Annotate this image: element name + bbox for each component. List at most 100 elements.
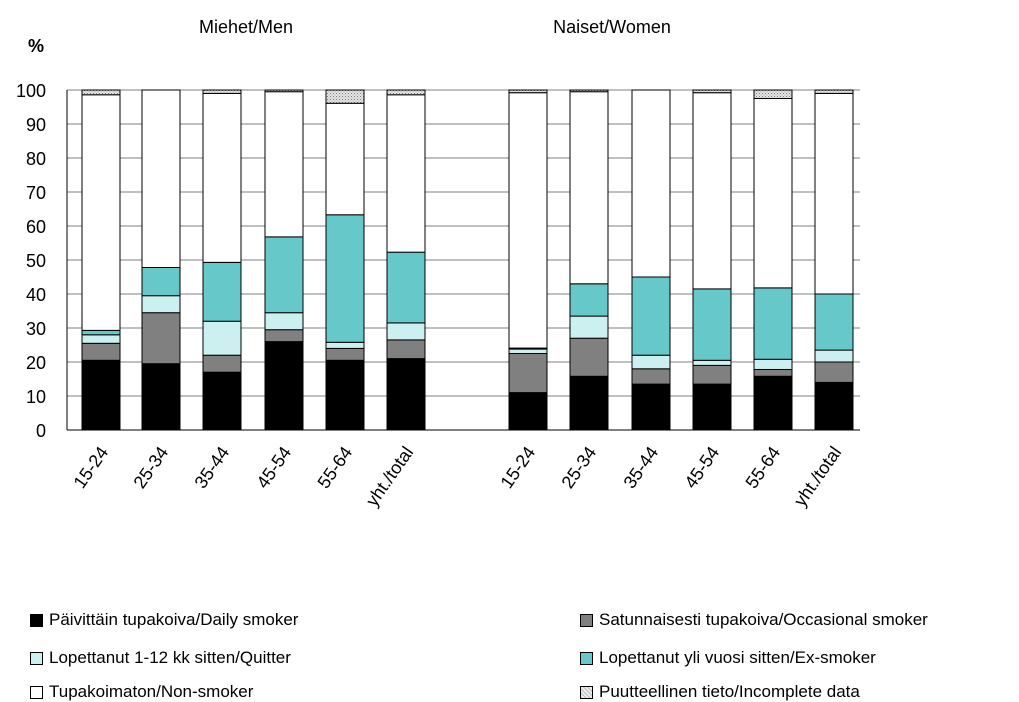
bar-segment — [264, 341, 304, 431]
bar-segment — [141, 266, 181, 297]
bar-segment — [386, 251, 426, 324]
x-tick-label: 45-54 — [680, 443, 723, 492]
bar-segment — [386, 339, 426, 360]
y-tick-label: 10 — [26, 387, 46, 407]
bar-segment — [814, 381, 854, 431]
legend-swatch — [30, 651, 43, 665]
x-tick-label: 55-64 — [313, 443, 356, 492]
bar-segment — [753, 368, 793, 377]
bar-segment — [325, 102, 365, 216]
bar-segment — [814, 293, 854, 351]
bar-segment — [325, 359, 365, 431]
x-tick-label: 15-24 — [496, 443, 539, 492]
y-tick-label: 30 — [26, 319, 46, 339]
x-tick-label: 35-44 — [190, 443, 233, 492]
bar-segment — [692, 383, 732, 431]
bar-segment — [814, 361, 854, 383]
legend-label: Lopettanut yli vuosi sitten/Ex-smoker — [599, 648, 876, 667]
y-tick-label: 100 — [16, 81, 46, 101]
x-tick-label: yht./total — [362, 443, 417, 510]
y-tick-labels: 0 10 20 30 40 50 60 70 80 90 100 — [16, 81, 46, 441]
y-tick-label: 50 — [26, 251, 46, 271]
bar-segment — [264, 89, 304, 93]
bar-segment — [569, 283, 609, 317]
bar-segment — [631, 89, 671, 278]
y-tick-label: 40 — [26, 285, 46, 305]
gridlines — [67, 89, 860, 397]
bar-segment — [692, 92, 732, 290]
bar-segment — [692, 364, 732, 385]
y-tick-label: 80 — [26, 149, 46, 169]
bar-segment — [569, 337, 609, 377]
bar-segment — [692, 89, 732, 94]
bar-segment — [264, 329, 304, 343]
bar-segment — [141, 295, 181, 314]
legend-item-ex-smoker: Lopettanut yli vuosi sitten/Ex-smoker — [580, 648, 876, 668]
x-tick-label: 25-34 — [129, 443, 172, 492]
bar-segment — [81, 334, 121, 344]
legend-item-occasional-smoker: Satunnaisesti tupakoiva/Occasional smoke… — [580, 610, 928, 630]
x-tick-labels: 15-24 25-34 35-44 45-54 55-64 yht./total 15-24… — [69, 443, 845, 510]
legend-item-daily-smoker: Päivittäin tupakoiva/Daily smoker — [30, 610, 298, 630]
bar-segment — [569, 91, 609, 285]
bar-segment — [508, 392, 548, 431]
y-tick-label: 0 — [36, 421, 46, 441]
x-tick-label: 35-44 — [619, 443, 662, 492]
bar-segment — [81, 329, 121, 336]
bar-segment — [569, 375, 609, 431]
legend-label: Puutteellinen tieto/Incomplete data — [599, 682, 860, 701]
y-tick-label: 20 — [26, 353, 46, 373]
bar-segment — [141, 89, 181, 268]
bar-segment — [264, 312, 304, 331]
bar-segment — [141, 363, 181, 431]
legend-swatch — [580, 685, 593, 699]
bar-segment — [202, 89, 242, 94]
bar-segment — [264, 91, 304, 238]
x-tick-label: yht./total — [790, 443, 845, 510]
bar-segment — [386, 94, 426, 253]
group-title-men: Miehet/Men — [199, 17, 293, 37]
bar-segment — [202, 371, 242, 431]
bar-segment — [508, 89, 548, 94]
bar-segment — [814, 349, 854, 363]
bar-segment — [325, 89, 365, 104]
bar-segment — [631, 368, 671, 385]
bar-segment — [202, 320, 242, 356]
bar-segment — [631, 354, 671, 370]
bar-segment — [508, 353, 548, 394]
bar-segment — [692, 359, 732, 366]
bar-segment — [814, 89, 854, 94]
x-tick-label: 25-34 — [557, 443, 600, 492]
x-tick-label: 45-54 — [252, 443, 295, 492]
bar-segment — [753, 287, 793, 360]
bar-segment — [81, 94, 121, 331]
y-tick-label: 60 — [26, 217, 46, 237]
legend-swatch — [30, 613, 43, 627]
bar-segment — [81, 359, 121, 431]
bar-segment — [508, 348, 548, 354]
legend-item-quitter: Lopettanut 1-12 kk sitten/Quitter — [30, 648, 291, 668]
bar-segment — [264, 236, 304, 314]
bar-segment — [753, 375, 793, 431]
legend-swatch — [30, 685, 43, 699]
bar-segment — [81, 342, 121, 361]
legend-label: Satunnaisesti tupakoiva/Occasional smoke… — [599, 610, 928, 629]
bar-segment — [753, 89, 793, 99]
y-tick-label: 90 — [26, 115, 46, 135]
legend-item-incomplete-data: Puutteellinen tieto/Incomplete data — [580, 682, 860, 702]
bar-segment — [325, 347, 365, 361]
bar-segment — [386, 322, 426, 341]
legend-label: Päivittäin tupakoiva/Daily smoker — [49, 610, 299, 629]
bar-segment — [141, 312, 181, 365]
legend-label: Tupakoimaton/Non-smoker — [49, 682, 254, 701]
bar-segment — [81, 89, 121, 96]
bar-segment — [386, 358, 426, 431]
x-tick-label: 55-64 — [741, 443, 784, 492]
bar-segment — [631, 276, 671, 356]
bar-segment — [202, 92, 242, 263]
x-tick-label: 15-24 — [69, 443, 112, 492]
bar-segment — [202, 354, 242, 373]
legend-swatch — [580, 613, 593, 627]
y-tick-label: 70 — [26, 183, 46, 203]
